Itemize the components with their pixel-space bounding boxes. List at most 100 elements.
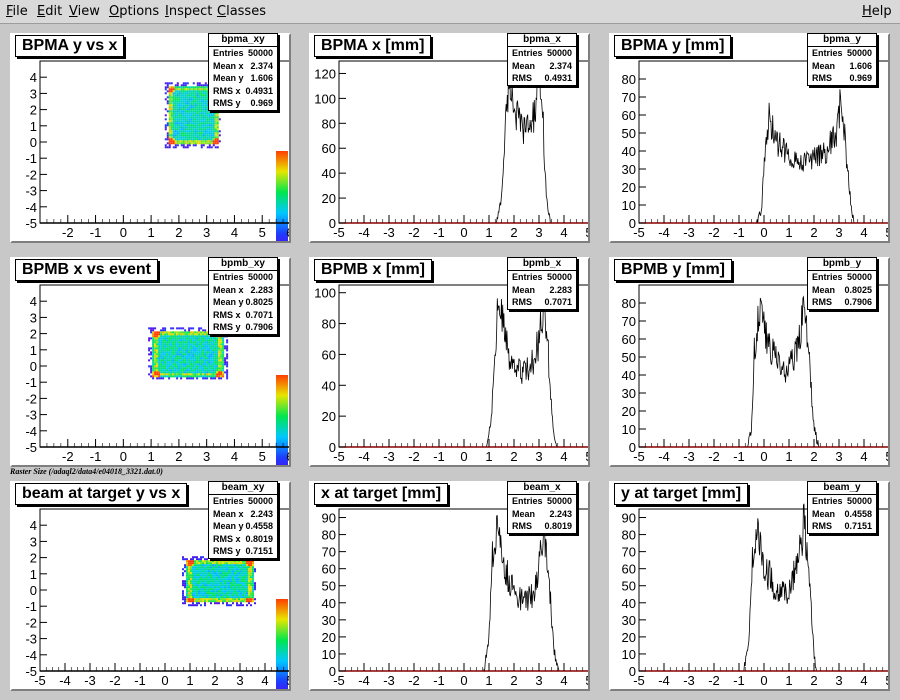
- x-tick-label: 1: [186, 673, 193, 688]
- stats-value: 0.8025: [844, 284, 872, 295]
- pad-title[interactable]: BPMB y [mm]: [614, 259, 733, 281]
- x-axis: -5 -4 -3 -2 -1 0 1 2 3 4 5: [633, 215, 888, 240]
- stats-value: 0.4558: [844, 508, 872, 519]
- x-tick-label: -5: [333, 449, 345, 464]
- y-tick-label: -4: [25, 200, 37, 215]
- stats-box[interactable]: bpma_x Entries 50000 Mean 2.374 RMS 0.4931: [507, 33, 577, 86]
- x-tick-label: 3: [535, 449, 542, 464]
- pad-bpmb_x[interactable]: -5 -4 -3 -2 -1 0 1 2 3 4 5 0 20 40 60 80 100 BPMB x [mm] b…: [309, 257, 590, 467]
- stats-box[interactable]: bpmb_xy Entries 50000 Mean x 2.283 Mean y 0.80…: [208, 257, 278, 335]
- plot-frame: [338, 508, 588, 672]
- stats-box-title: bpmb_x: [508, 258, 576, 271]
- y-tick-label: 60: [322, 562, 336, 577]
- stats-box[interactable]: beam_x Entries 50000 Mean 2.243 RMS 0.8019: [507, 481, 577, 534]
- stats-box[interactable]: bpmb_y Entries 50000 Mean 0.8025 RMS 0.7906: [807, 257, 877, 310]
- x-tick-label: 0: [760, 449, 767, 464]
- x-tick-label: 1: [485, 225, 492, 240]
- pad-bpma_x[interactable]: -5 -4 -3 -2 -1 0 1 2 3 4 5 0 20 40 60 80 100 120 BPMA x [m…: [309, 33, 590, 243]
- stats-box[interactable]: bpma_xy Entries 50000 Mean x 2.374 Mean y 1.60…: [208, 33, 278, 111]
- heatmap-cells: [148, 327, 229, 380]
- x-tick-label: 0: [120, 225, 127, 240]
- stats-box[interactable]: beam_y Entries 50000 Mean 0.4558 RMS 0.7151: [807, 481, 877, 534]
- stats-label: Mean y: [213, 521, 244, 531]
- x-tick-label: -1: [733, 449, 745, 464]
- y-tick-label: -4: [25, 424, 37, 439]
- stats-row: RMS 0.7071: [508, 296, 576, 309]
- x-tick-label: 5: [259, 449, 266, 464]
- stats-label: RMS: [512, 297, 532, 307]
- y-tick-label: 50: [622, 126, 636, 141]
- pad-title[interactable]: BPMB x [mm]: [314, 259, 433, 281]
- pad-title[interactable]: x at target [mm]: [314, 483, 449, 505]
- x-tick-label: -2: [408, 225, 420, 240]
- pad-title[interactable]: BPMA y [mm]: [614, 35, 732, 57]
- stats-label: Mean x: [213, 508, 244, 519]
- x-tick-label: 3: [535, 673, 542, 688]
- stats-row: RMS 0.8019: [508, 520, 576, 533]
- y-tick-label: 20: [622, 404, 636, 419]
- y-tick-label: 10: [622, 198, 636, 213]
- stats-label: Entries: [213, 496, 244, 506]
- x-tick-label: 4: [860, 449, 867, 464]
- stats-row: RMS 0.969: [808, 72, 876, 85]
- x-tick-label: 5: [585, 225, 588, 240]
- pad-title[interactable]: BPMB x vs event: [15, 259, 158, 281]
- y-tick-label: 20: [322, 409, 336, 424]
- stats-box[interactable]: bpma_y Entries 50000 Mean 1.606 RMS 0.969: [807, 33, 877, 86]
- menu-view[interactable]: View: [69, 4, 100, 19]
- stats-value: 50000: [546, 496, 572, 506]
- menu-file[interactable]: File: [6, 4, 28, 19]
- y-tick-label: 20: [322, 191, 336, 206]
- x-tick-label: 4: [860, 225, 867, 240]
- stats-row: Mean 1.606: [808, 60, 876, 73]
- stats-label: Mean: [512, 60, 536, 71]
- pad-beam_y[interactable]: -5-4-3-2-10123450102030405060708090y at …: [609, 481, 890, 691]
- y-tick-label: 80: [622, 296, 636, 311]
- stats-row: RMS x 0.4931: [209, 85, 277, 98]
- y-tick-label: 40: [622, 596, 636, 611]
- menu-edit[interactable]: Edit: [37, 4, 63, 19]
- x-tick-label: 5: [286, 673, 289, 688]
- y-tick-label: 0: [30, 135, 37, 150]
- x-tick-label: -1: [433, 449, 445, 464]
- y-tick-label: -2: [25, 167, 37, 182]
- stats-row: Entries 50000: [508, 47, 576, 60]
- stats-value: 0.4931: [544, 73, 572, 83]
- stats-box[interactable]: bpmb_x Entries 50000 Mean 2.283 RMS 0.7071: [507, 257, 577, 310]
- y-axis: 0 10 20 30 40 50 60 70 80: [622, 72, 646, 231]
- x-axis: -5 -4 -3 -2 -1 0 1 2 3 4 5: [34, 663, 289, 688]
- y-tick-label: 1: [30, 567, 37, 582]
- menu-options[interactable]: Options: [109, 4, 160, 19]
- pad-beam_x[interactable]: -5-4-3-2-10123450102030405060708090x at …: [309, 481, 590, 691]
- y-tick-label: 0: [629, 440, 636, 455]
- pad-bpma_y[interactable]: -5-4-3-2-101234501020304050607080 BPMA y …: [609, 33, 890, 243]
- x-tick-label: -5: [333, 225, 345, 240]
- y-tick-label: 80: [322, 317, 336, 332]
- x-tick-label: 1: [785, 225, 792, 240]
- menu-inspect[interactable]: Inspect: [165, 4, 213, 19]
- y-tick-label: -1: [25, 599, 37, 614]
- stats-value: 0.7906: [245, 322, 273, 332]
- pad-title[interactable]: beam at target y vs x: [15, 483, 188, 505]
- menu-help[interactable]: Help: [862, 4, 892, 19]
- stats-label: Entries: [213, 272, 244, 282]
- pad-title[interactable]: BPMA x [mm]: [314, 35, 432, 57]
- stats-value: 50000: [846, 48, 872, 58]
- histogram-line: [339, 514, 588, 673]
- pad-bpmb_y[interactable]: -5-4-3-2-101234501020304050607080BPMB y …: [609, 257, 890, 467]
- menu-classes[interactable]: Classes: [217, 4, 266, 19]
- pad-title[interactable]: y at target [mm]: [614, 483, 749, 505]
- x-tick-label: 0: [760, 673, 767, 688]
- stats-value: 0.7906: [844, 297, 872, 307]
- y-tick-label: 30: [622, 613, 636, 628]
- y-tick-label: 0: [329, 664, 336, 679]
- stats-row: Mean y 0.4558: [209, 520, 277, 533]
- x-tick-label: -5: [633, 673, 645, 688]
- pad-title[interactable]: BPMA y vs x: [15, 35, 125, 57]
- x-tick-label: 2: [510, 449, 517, 464]
- y-axis: 0 10 20 30 40 50 60 70 80 90: [622, 511, 646, 679]
- stats-box[interactable]: beam_xy Entries 50000 Mean x 2.243 Mean y 0.45…: [208, 481, 278, 559]
- pad-beam_xy[interactable]: 0102030-5-4-3-2-1012345-5-4-3-2-101234be…: [10, 481, 291, 691]
